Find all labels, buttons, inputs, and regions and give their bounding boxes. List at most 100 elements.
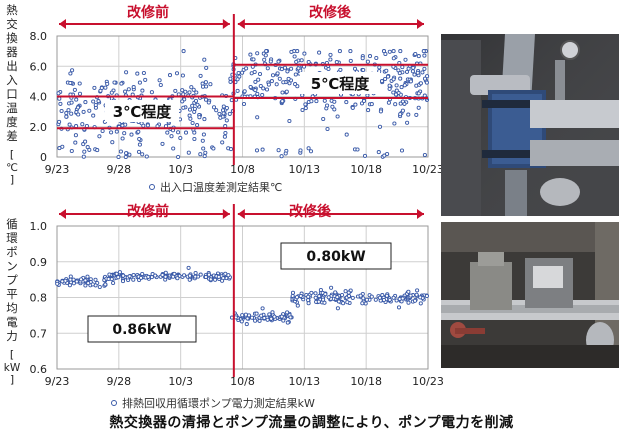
temp-x-ticks: 9/23 9/28 10/3 10/8 10/13 10/18 10/23 bbox=[45, 163, 444, 176]
data-point bbox=[421, 49, 426, 54]
data-point bbox=[208, 82, 213, 87]
data-point bbox=[418, 295, 423, 300]
data-point bbox=[66, 108, 71, 113]
data-point bbox=[83, 100, 88, 105]
data-point bbox=[400, 99, 405, 104]
data-point bbox=[404, 69, 410, 74]
y-axis-label-char: 電 bbox=[6, 315, 18, 329]
data-point bbox=[348, 49, 353, 54]
data-point bbox=[188, 116, 193, 121]
data-point bbox=[346, 290, 351, 295]
data-point bbox=[127, 274, 132, 279]
data-point bbox=[236, 70, 241, 76]
arrow-head-right bbox=[417, 19, 424, 29]
data-point bbox=[265, 317, 270, 322]
data-point bbox=[194, 90, 199, 95]
data-point bbox=[211, 146, 216, 151]
data-point bbox=[203, 274, 208, 280]
y-axis-label-char: 力 bbox=[6, 329, 18, 343]
data-point bbox=[377, 65, 382, 70]
caption: 熱交換器の清掃とポンプ流量の調整により、ポンプ電力を削減 bbox=[109, 415, 514, 431]
data-point bbox=[217, 111, 222, 116]
data-point bbox=[244, 66, 249, 71]
data-point bbox=[223, 124, 228, 129]
heat-exchanger-photo bbox=[441, 34, 619, 216]
data-point bbox=[74, 124, 79, 129]
data-point bbox=[340, 292, 345, 298]
x-tick-label: 10/8 bbox=[230, 375, 255, 388]
data-point bbox=[173, 88, 178, 93]
temp-after-band-label-box: 5℃程度 bbox=[300, 72, 380, 94]
data-point bbox=[378, 109, 383, 114]
data-point bbox=[280, 90, 285, 95]
data-point bbox=[406, 300, 411, 305]
y-tick-label: 0.9 bbox=[30, 256, 48, 269]
data-point bbox=[160, 272, 165, 278]
data-point bbox=[317, 50, 322, 55]
data-point bbox=[64, 114, 69, 119]
data-point bbox=[391, 56, 396, 61]
data-point bbox=[131, 277, 136, 282]
data-point bbox=[387, 297, 392, 302]
data-point bbox=[249, 315, 255, 320]
data-point bbox=[366, 108, 371, 113]
data-point bbox=[289, 49, 294, 54]
data-point bbox=[178, 135, 183, 141]
y-axis-label-char: 熱 bbox=[6, 3, 18, 17]
data-point bbox=[242, 89, 247, 94]
data-point bbox=[285, 69, 290, 74]
data-point bbox=[422, 66, 427, 71]
x-tick-label: 10/3 bbox=[168, 375, 193, 388]
data-point bbox=[393, 102, 398, 107]
data-point bbox=[193, 270, 198, 276]
data-point bbox=[202, 154, 207, 159]
data-point bbox=[405, 120, 410, 125]
data-point bbox=[411, 65, 416, 70]
data-point bbox=[169, 134, 174, 139]
data-point bbox=[81, 109, 86, 114]
data-point bbox=[335, 114, 340, 119]
x-tick-label: 10/18 bbox=[350, 163, 382, 176]
data-point bbox=[338, 67, 343, 72]
power-data-points bbox=[55, 265, 429, 327]
data-point bbox=[313, 295, 318, 300]
data-point bbox=[187, 277, 192, 282]
data-point bbox=[122, 131, 127, 136]
data-point bbox=[256, 77, 261, 82]
data-point bbox=[192, 106, 197, 111]
data-point bbox=[298, 293, 303, 299]
data-point bbox=[277, 76, 282, 81]
data-point bbox=[90, 282, 95, 287]
data-point bbox=[57, 96, 62, 101]
data-point bbox=[422, 152, 427, 158]
x-tick-label: 10/13 bbox=[288, 163, 320, 176]
data-point bbox=[391, 77, 396, 82]
data-point bbox=[332, 107, 337, 112]
temp-bands bbox=[57, 63, 428, 130]
data-point bbox=[221, 104, 226, 109]
data-point bbox=[91, 99, 96, 104]
data-point bbox=[399, 85, 404, 90]
data-point bbox=[412, 298, 418, 303]
data-point bbox=[117, 270, 122, 275]
data-point bbox=[91, 113, 96, 118]
arrow-head-left bbox=[237, 19, 245, 29]
data-point bbox=[377, 295, 382, 300]
data-point bbox=[110, 140, 115, 145]
data-point bbox=[403, 57, 408, 62]
data-point bbox=[253, 79, 258, 84]
data-point bbox=[302, 51, 307, 56]
data-point bbox=[413, 51, 418, 57]
data-point bbox=[120, 136, 125, 141]
data-point bbox=[410, 69, 415, 74]
data-point bbox=[126, 87, 131, 92]
data-point bbox=[360, 301, 365, 306]
data-point bbox=[253, 88, 258, 93]
data-point bbox=[119, 81, 124, 86]
data-point bbox=[77, 91, 83, 96]
data-point bbox=[373, 297, 378, 302]
data-point bbox=[198, 272, 203, 277]
data-point bbox=[425, 74, 430, 79]
y-axis-unit: kW bbox=[4, 362, 21, 374]
arrow-head-right bbox=[222, 19, 230, 29]
